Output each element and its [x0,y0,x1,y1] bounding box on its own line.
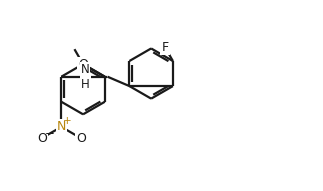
Text: F: F [162,41,169,54]
Text: −: − [45,127,55,140]
Text: +: + [63,116,72,126]
Text: O: O [37,132,47,145]
Text: N
H: N H [80,63,89,91]
Text: O: O [76,132,86,145]
Text: O: O [78,58,88,71]
Text: N: N [57,120,66,133]
